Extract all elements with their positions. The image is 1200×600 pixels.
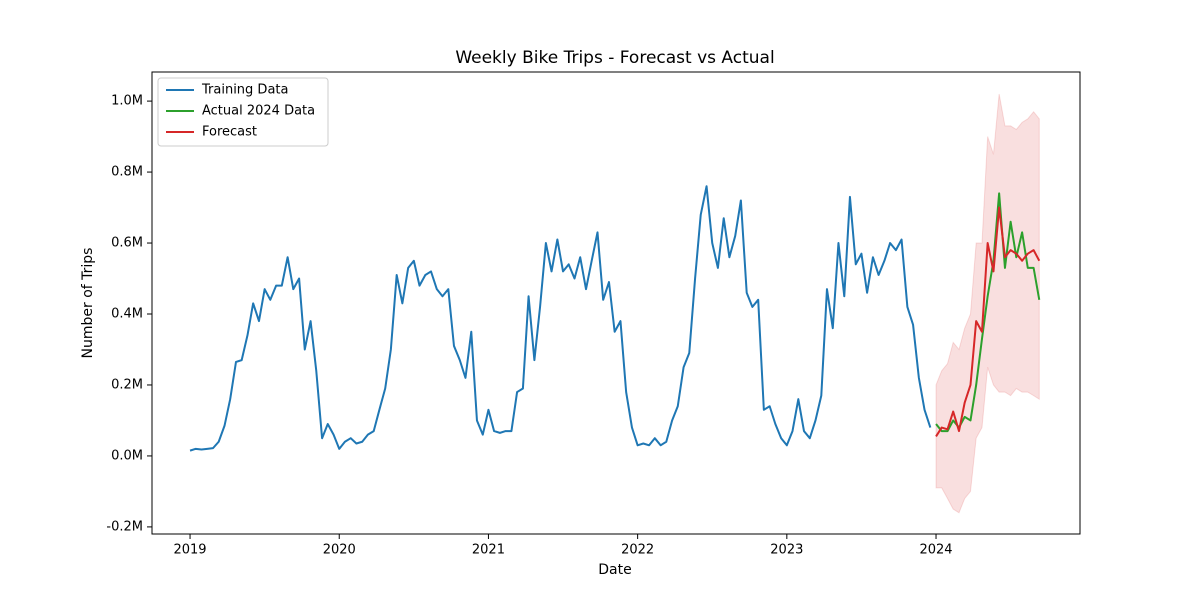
legend-label: Training Data [201,83,288,98]
x-tick-label: 2022 [621,543,654,558]
line-series [935,192,1041,433]
y-tick-label: 0.6M [111,236,143,251]
y-tick-label: 1.0M [111,94,143,109]
x-axis-label: Date [598,562,631,578]
x-tick-label: 2021 [472,543,505,558]
y-tick-label: -0.2M [106,519,143,534]
legend-label: Forecast [202,125,257,140]
y-tick-label: 0.4M [111,307,143,322]
x-tick-label: 2023 [770,543,803,558]
y-tick-label: 0.8M [111,165,143,180]
plot-frame [151,71,1081,535]
y-tick-label: 0.0M [111,448,143,463]
y-tick-label: 0.2M [111,377,143,392]
line-series [935,206,1041,437]
chart-title: Weekly Bike Trips - Forecast vs Actual [455,48,774,68]
y-axis-label: Number of Trips [80,248,96,359]
x-tick-label: 2020 [323,543,356,558]
x-tick-label: 2024 [919,543,952,558]
plot-area: -0.2M 0.0M 0.2M 0.4M 0.6M 0.8M 1.0M 2019 2020 202… [106,71,1081,558]
legend-label: Actual 2024 Data [202,104,315,119]
legend-box [157,77,329,147]
x-tick-label: 2019 [173,543,206,558]
line-series [189,185,932,452]
